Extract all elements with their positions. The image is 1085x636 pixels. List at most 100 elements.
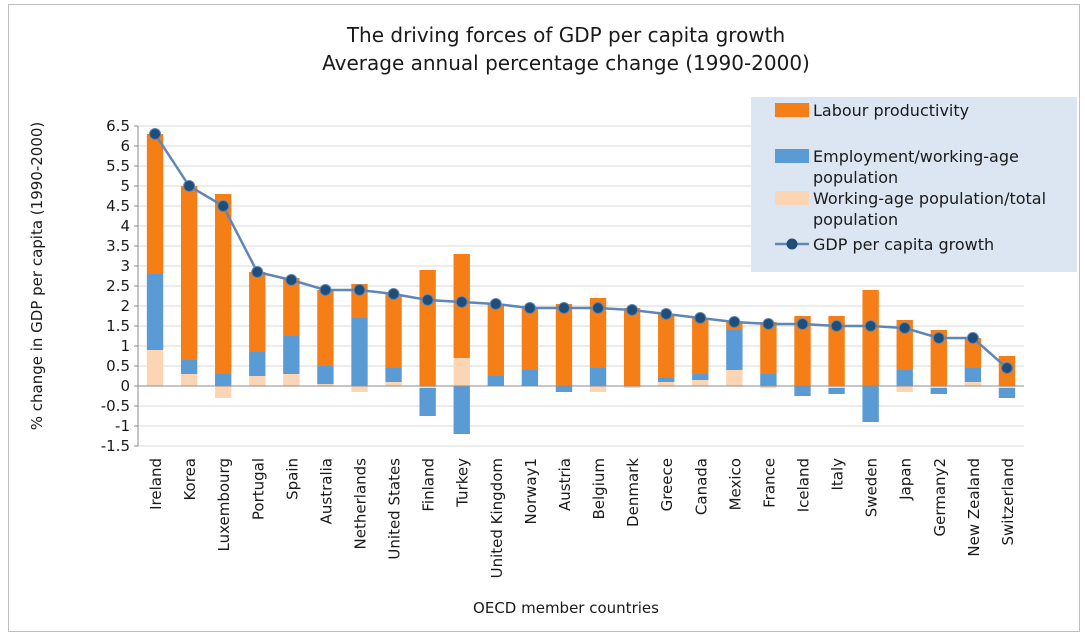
gdp-point [387,288,400,300]
chart-subtitle: Average annual percentage change (1990-2… [322,51,810,75]
legend-marker [786,238,798,250]
bar-segment [146,350,164,386]
bar-segment [964,382,982,386]
bar-segment [930,330,947,386]
legend-swatch [775,191,809,205]
x-tick-label: New Zealand [965,458,983,557]
y-tick-label: 4.5 [106,197,130,215]
y-tick-label: 1 [120,337,130,355]
gdp-line-series [149,128,1013,374]
bar-segment [215,374,232,386]
x-tick-label: Mexico [726,458,744,510]
bar-segment [589,368,607,386]
bar-segment [896,320,913,370]
x-tick-label: Iceland [795,458,813,512]
y-tick-label: 4 [120,217,130,235]
bar-segment [419,386,436,388]
bar-segment [283,278,300,336]
y-axis-ticks: -1.5 -1 -0.5 0 0.5 1 1.5 2 2.5 3 3.5 4 4.5 5 5.5 6 6.5 [101,117,138,455]
bar-segment [521,308,539,370]
y-tick-label: 6.5 [106,117,130,135]
legend-label: Labour productivity [813,101,969,120]
legend-swatch [775,103,809,117]
x-axis-ticks: Ireland Korea Luxembourg Portugal Spain Austr… [147,458,1017,579]
legend: Labour productivity Employment/working-ag… [751,97,1077,272]
bar-segment [249,376,266,386]
x-tick-label: Canada [692,458,710,515]
x-tick-label: Luxembourg [215,458,233,552]
bar-segment [794,316,811,386]
x-tick-label: Australia [317,458,335,524]
bar-segment [692,318,709,374]
gdp-point [285,274,298,286]
y-tick-label: -1.5 [101,437,130,455]
y-tick-label: 3 [120,257,130,275]
bar-segment [964,368,982,382]
legend-swatch [775,149,809,163]
y-tick-label: 0.5 [106,357,130,375]
gdp-point [557,302,570,314]
bar-segment [623,386,641,388]
gdp-point [455,296,468,308]
bar-series [146,134,1016,434]
bar-segment [828,386,845,388]
bar-segment [828,388,845,394]
gdp-point [319,284,332,296]
bar-segment [862,290,879,386]
bar-segment [555,304,573,386]
bar-segment [351,318,368,386]
y-tick-label: 1.5 [106,317,130,335]
bar-segment [862,386,879,422]
bar-segment [419,270,436,386]
bar-segment [930,386,947,388]
gdp-point [489,298,502,310]
bar-segment [385,382,402,386]
x-axis-label: OECD member countries [473,599,659,617]
y-tick-label: -1 [115,417,130,435]
y-axis-label: % change in GDP per capita (1990-2000) [28,122,46,431]
gdp-point [1000,362,1013,374]
x-tick-label: Sweden [863,458,881,517]
bar-segment [317,366,334,384]
gdp-point [830,320,843,332]
gdp-point [762,318,775,330]
gdp-point [796,318,809,330]
bar-segment [521,370,539,386]
bar-segment [930,388,947,394]
gdp-point [523,302,536,314]
gdp-point [694,312,707,324]
legend-label: Working-age population/total population [813,189,1046,229]
bar-segment [215,386,232,398]
bar-segment [998,386,1016,388]
bar-segment [249,352,266,376]
bar-segment [146,274,164,350]
legend-label: Employment/working-age population [813,147,1019,187]
bar-segment [453,358,470,386]
x-tick-label: Switzerland [999,458,1017,546]
bar-segment [998,388,1016,398]
y-tick-label: 2.5 [106,277,130,295]
bar-segment [658,382,675,386]
gdp-point [898,322,911,334]
bar-segment [726,370,743,386]
gdp-point [421,294,434,306]
gdp-point [660,308,673,320]
x-tick-label: Greece [658,458,676,511]
bar-segment [385,368,402,382]
bar-segment [692,380,709,386]
gdp-point [251,266,264,278]
bar-segment [794,386,811,396]
gdp-point [728,316,741,328]
bar-segment [487,304,504,376]
bar-segment [589,298,607,368]
legend-label: GDP per capita growth [813,235,994,254]
bar-segment [828,316,845,386]
x-tick-label: Germany2 [931,458,949,537]
bar-segment [249,272,266,352]
gdp-point [932,332,945,344]
x-tick-label: Portugal [249,458,267,520]
x-tick-label: Turkey [454,458,472,508]
bar-segment [555,386,573,392]
bar-segment [146,134,164,274]
